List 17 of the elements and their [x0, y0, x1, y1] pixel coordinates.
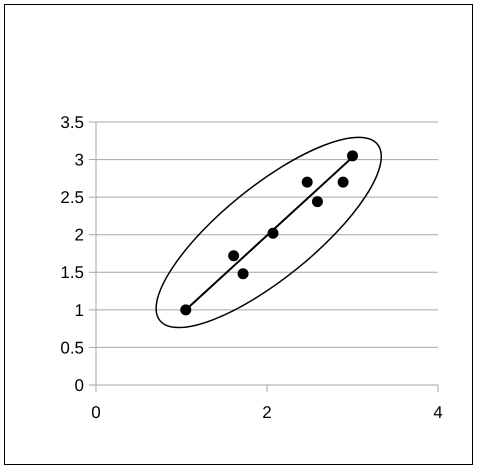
point: [312, 196, 323, 208]
y-tick-label: 3.5: [60, 112, 84, 132]
y-tick-label: 2.5: [60, 188, 84, 208]
x-tick-label: 2: [262, 403, 272, 422]
point: [228, 250, 240, 262]
point: [338, 176, 349, 188]
x-tick-label: 0: [91, 403, 101, 422]
point: [238, 268, 249, 280]
y-tick-label: 0: [74, 376, 84, 395]
x-tick-label: 4: [433, 403, 443, 422]
point: [302, 176, 313, 188]
point: [347, 150, 358, 162]
y-tick-label: 2: [74, 226, 84, 245]
y-tick-label: 3: [74, 150, 84, 170]
y-tick-label: 1.5: [60, 263, 84, 282]
y-tick-label: 1: [74, 300, 84, 320]
y-tick-label: 0.5: [60, 338, 84, 358]
